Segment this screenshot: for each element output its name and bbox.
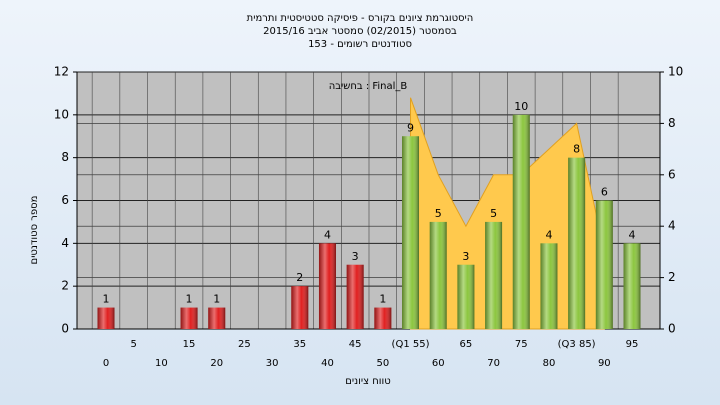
bar-shade — [346, 264, 364, 329]
bar-value-label: 1 — [103, 293, 110, 306]
bar-value-label: 5 — [490, 207, 497, 220]
bar-value-label: 4 — [545, 228, 552, 241]
y-tick-label: 8 — [61, 150, 69, 164]
x-tick-label: 80 — [543, 358, 556, 369]
y2-tick-label: 0 — [668, 322, 676, 336]
bar-shade — [568, 157, 586, 329]
x-tick-label: 15 — [183, 339, 196, 350]
bar-shade — [485, 221, 503, 329]
bar-value-label: 6 — [601, 186, 608, 199]
y-tick-label: 12 — [54, 65, 69, 79]
bar-shade — [402, 136, 420, 329]
x-tick-label: 65 — [460, 339, 473, 350]
bar-value-label: 3 — [352, 250, 359, 263]
bar-value-label: 9 — [407, 121, 414, 134]
bar-value-label: 1 — [213, 293, 220, 306]
x-tick-label: 20 — [210, 358, 223, 369]
bar-shade — [97, 307, 115, 329]
bar-value-label: 2 — [296, 271, 303, 284]
bar-shade — [595, 200, 613, 329]
bar-value-label: 3 — [462, 250, 469, 263]
x-tick-label: 75 — [515, 339, 528, 350]
x-tick-label: 25 — [238, 339, 251, 350]
x-tick-label: 45 — [349, 339, 362, 350]
x-tick-label: (Q3 85) — [558, 339, 596, 350]
bar-value-label: 1 — [379, 293, 386, 306]
y2-tick-label: 4 — [668, 219, 676, 233]
bar-value-label: 8 — [573, 143, 580, 156]
x-tick-label: 30 — [266, 358, 279, 369]
bar-shade — [457, 264, 475, 329]
x-tick-label: 35 — [293, 339, 306, 350]
bar-value-label: 10 — [514, 100, 528, 113]
bar-value-label: 4 — [324, 228, 331, 241]
x-tick-label: 60 — [432, 358, 445, 369]
x-axis-title: טווח ציונים — [345, 376, 390, 387]
bar-shade — [208, 307, 226, 329]
bar-value-label: 1 — [186, 293, 193, 306]
y-tick-label: 6 — [61, 193, 69, 207]
plot: 0246810120246810105101151202530235440345… — [54, 65, 684, 370]
chart-title: היסטוגרמת ציונים בקורס - פיסיקה סטטיסטית… — [247, 13, 474, 24]
y-axis-title: מספר סטודנטים — [29, 196, 40, 265]
x-tick-label: 90 — [598, 358, 611, 369]
y2-tick-label: 10 — [668, 65, 683, 79]
bar-shade — [429, 221, 447, 329]
chart-subtitle: בסמסטר (02/2015) סמסטר אביב 2015/16 — [263, 26, 457, 37]
x-tick-label: 40 — [321, 358, 334, 369]
y2-tick-label: 6 — [668, 167, 676, 181]
bar-shade — [512, 114, 530, 329]
chart-subtitle: סטודנטים רשומים - 153 — [308, 39, 412, 50]
y-tick-label: 10 — [54, 107, 69, 121]
bar-value-label: 4 — [629, 228, 636, 241]
x-tick-label: 95 — [626, 339, 639, 350]
bar-shade — [180, 307, 198, 329]
bar-shade — [623, 243, 641, 329]
x-tick-label: 50 — [376, 358, 389, 369]
y-tick-label: 4 — [61, 236, 69, 250]
y-tick-label: 2 — [61, 279, 69, 293]
x-tick-label: 0 — [103, 358, 109, 369]
y2-tick-label: 2 — [668, 270, 676, 284]
y-tick-label: 0 — [61, 322, 69, 336]
x-tick-label: 5 — [130, 339, 136, 350]
bar-shade — [291, 286, 309, 329]
y2-tick-label: 8 — [668, 116, 676, 130]
bar-shade — [540, 243, 558, 329]
bar-value-label: 5 — [435, 207, 442, 220]
legend-text: Final_B : בחשיבה — [329, 81, 408, 92]
x-tick-label: 10 — [155, 358, 168, 369]
x-tick-label: (Q1 55) — [392, 339, 430, 350]
bar-shade — [374, 307, 392, 329]
bar-shade — [318, 243, 336, 329]
x-tick-label: 70 — [487, 358, 500, 369]
